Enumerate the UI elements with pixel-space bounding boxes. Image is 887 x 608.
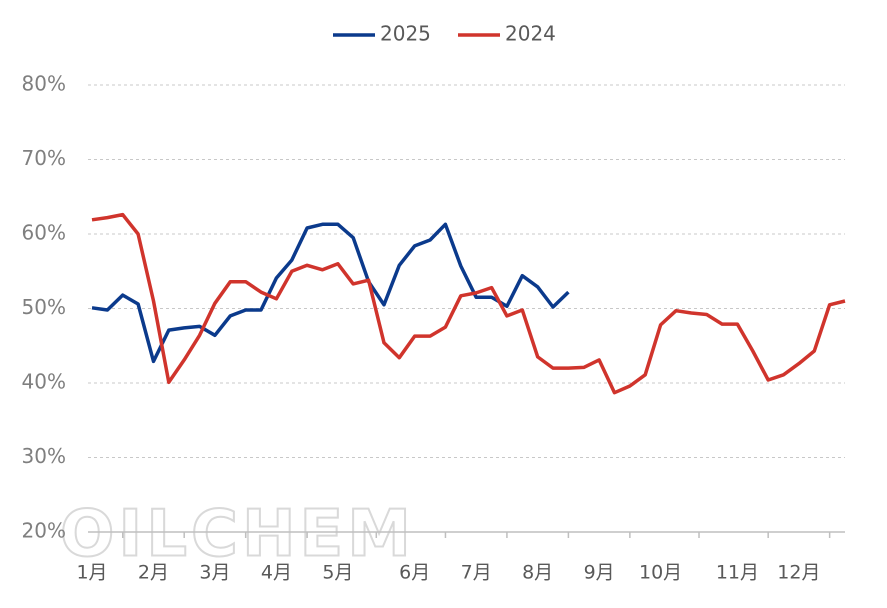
y-tick-label: 40% bbox=[22, 370, 66, 394]
watermark: OILCHEM bbox=[60, 498, 415, 572]
x-tick-label: 7月 bbox=[461, 562, 492, 584]
x-tick-label: 1月 bbox=[76, 562, 107, 584]
y-tick-label: 30% bbox=[22, 444, 66, 468]
x-tick-label: 5月 bbox=[322, 562, 353, 584]
x-tick-label: 2月 bbox=[138, 562, 169, 584]
x-tick-label: 10月 bbox=[639, 562, 682, 584]
legend-label: 2024 bbox=[505, 22, 556, 46]
y-tick-label: 80% bbox=[22, 72, 66, 96]
y-tick-label: 60% bbox=[22, 221, 66, 245]
x-tick-label: 11月 bbox=[716, 562, 759, 584]
x-tick-label: 3月 bbox=[199, 562, 230, 584]
series-line bbox=[91, 212, 846, 395]
x-tick-label: 8月 bbox=[522, 562, 553, 584]
y-tick-label: 20% bbox=[22, 519, 66, 543]
x-tick-label: 6月 bbox=[399, 562, 430, 584]
legend-label: 2025 bbox=[380, 22, 431, 46]
x-tick-label: 4月 bbox=[261, 562, 292, 584]
y-tick-label: 70% bbox=[22, 146, 66, 170]
x-tick-label: 12月 bbox=[777, 562, 820, 584]
y-tick-label: 50% bbox=[22, 295, 66, 319]
series-line bbox=[91, 222, 570, 364]
x-tick-label: 9月 bbox=[584, 562, 615, 584]
